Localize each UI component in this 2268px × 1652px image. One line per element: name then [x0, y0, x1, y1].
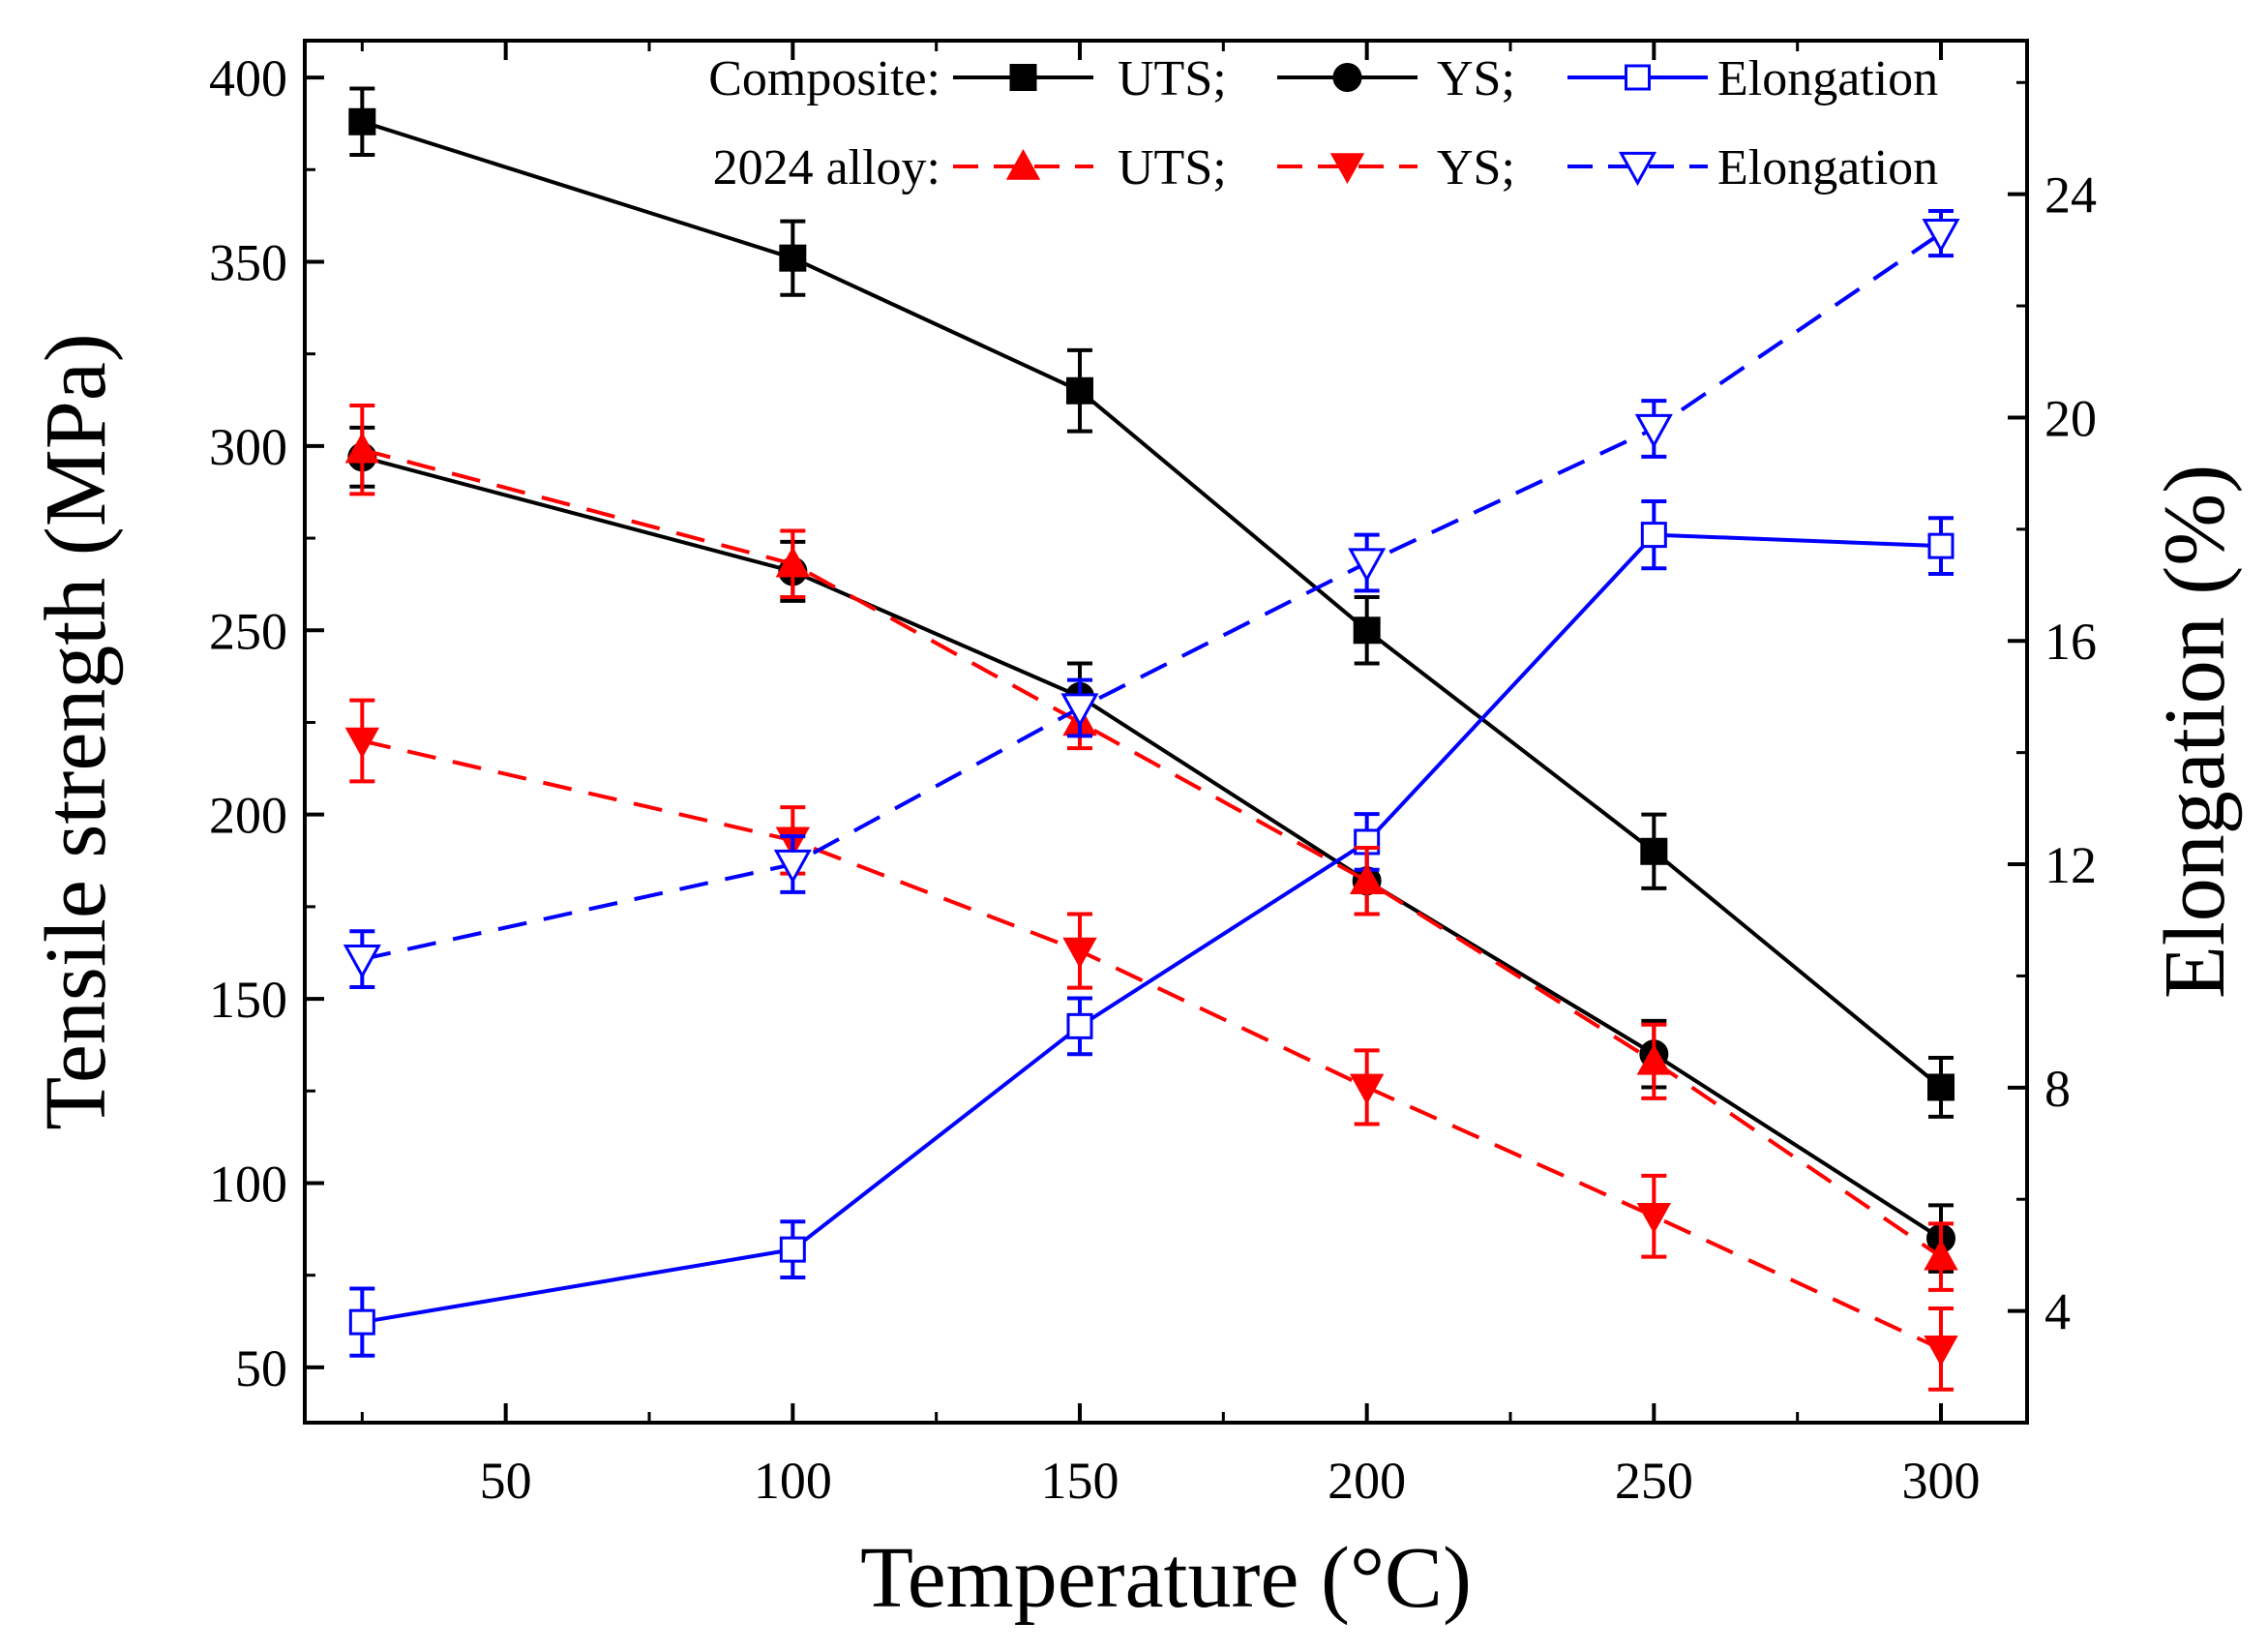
series-2024-alloy-elongation — [343, 208, 1960, 989]
data-point-2024-alloy-ys — [344, 727, 380, 759]
data-point-2024-alloy-elongation — [773, 849, 812, 885]
data-point-2024-alloy-elongation — [1922, 218, 1960, 254]
legend-group-label: 2024 alloy: — [713, 140, 940, 195]
data-point-composite-uts — [348, 107, 376, 135]
data-point-2024-alloy-elongation — [1634, 413, 1673, 449]
data-point-composite-uts — [1353, 616, 1381, 645]
y2-tick-label: 24 — [2044, 166, 2097, 225]
x-tick-label: 100 — [754, 1452, 832, 1510]
legend-entry-label: Elongation — [1717, 140, 1938, 195]
y-tick-label: 250 — [209, 602, 287, 660]
plot-area — [343, 86, 1960, 1392]
axes: 50 100 150 200 250 300 50 100 150 200 250 300 350 400… — [209, 39, 2097, 1510]
y-tick-label: 50 — [235, 1339, 287, 1397]
x-tick-label: 300 — [1902, 1452, 1981, 1510]
y-tick-label: 100 — [209, 1155, 287, 1213]
y2-tick-label: 20 — [2044, 389, 2097, 447]
x-tick-label: 150 — [1041, 1452, 1119, 1510]
series-line-2024-alloy-uts — [361, 447, 1943, 1259]
data-point-composite-elongation — [779, 1236, 806, 1263]
series-composite-elongation — [348, 499, 1955, 1358]
x-tick-label: 50 — [480, 1452, 532, 1510]
data-point-2024-alloy-elongation — [343, 945, 381, 979]
x-tick-label: 200 — [1328, 1452, 1406, 1510]
x-axis-title: Temperature (°C) — [860, 1530, 1472, 1626]
data-point-composite-uts — [1066, 376, 1093, 405]
legend-marker — [1005, 148, 1041, 180]
data-point-2024-alloy-uts — [775, 546, 811, 578]
y2-tick-label: 12 — [2044, 836, 2097, 894]
legend-entry-label: YS; — [1437, 140, 1515, 195]
x-tick-label: 250 — [1615, 1452, 1693, 1510]
y-axis-title: Tensile strength (MPa) — [28, 333, 124, 1130]
legend-marker — [1618, 151, 1657, 187]
data-point-composite-uts — [1640, 837, 1668, 865]
series-line-composite-uts — [361, 119, 1943, 1090]
data-point-composite-uts — [1927, 1073, 1955, 1101]
legend-marker — [1009, 64, 1037, 91]
data-point-2024-alloy-ys — [1636, 1202, 1672, 1234]
series-line-2024-alloy-elongation — [361, 231, 1943, 962]
series-composite-uts — [348, 86, 1955, 1119]
legend-entry-label: UTS; — [1118, 51, 1227, 106]
series-line-2024-alloy-ys — [361, 738, 1942, 1351]
data-point-2024-alloy-uts — [344, 432, 380, 464]
legend-group-label: Composite: — [708, 51, 940, 106]
data-point-2024-alloy-uts — [1924, 1239, 1958, 1271]
data-point-composite-elongation — [1927, 532, 1955, 559]
data-point-2024-alloy-uts — [1349, 863, 1385, 895]
plot-frame — [303, 39, 2029, 1425]
data-point-composite-elongation — [348, 1308, 375, 1336]
data-point-composite-uts — [779, 244, 807, 272]
series-composite-ys — [347, 425, 1955, 1274]
data-point-composite-elongation — [1640, 522, 1667, 549]
y-tick-label: 350 — [209, 233, 287, 291]
y-tick-label: 300 — [209, 418, 287, 476]
data-point-2024-alloy-ys — [1349, 1073, 1385, 1105]
legend-entry-label: YS; — [1437, 51, 1515, 106]
y-tick-label: 150 — [209, 971, 287, 1029]
data-point-2024-alloy-uts — [1636, 1043, 1672, 1075]
data-point-2024-alloy-ys — [1924, 1336, 1958, 1367]
legend: Composite: UTS; YS; Elongation 2024 alloy: UT… — [708, 51, 1938, 195]
y-tick-label: 400 — [209, 49, 287, 107]
y2-tick-label: 8 — [2044, 1060, 2071, 1118]
series-line-composite-elongation — [362, 532, 1942, 1325]
series-line-composite-ys — [361, 455, 1943, 1241]
y2-tick-label: 4 — [2044, 1283, 2071, 1341]
data-point-composite-elongation — [1066, 1012, 1093, 1039]
legend-entry-label: UTS; — [1118, 140, 1227, 195]
data-point-2024-alloy-elongation — [1348, 548, 1387, 583]
legend-marker — [1332, 63, 1362, 92]
y2-tick-label: 16 — [2044, 613, 2097, 671]
data-point-2024-alloy-ys — [1062, 937, 1097, 969]
legend-entry-label: Elongation — [1717, 51, 1938, 106]
data-point-2024-alloy-elongation — [1060, 693, 1099, 728]
legend-marker — [1329, 153, 1365, 185]
legend-marker — [1625, 64, 1651, 91]
y-tick-label: 200 — [209, 787, 287, 845]
series-2024-alloy-ys — [344, 698, 1958, 1392]
y2-axis-title: Elongation (%) — [2147, 465, 2243, 999]
